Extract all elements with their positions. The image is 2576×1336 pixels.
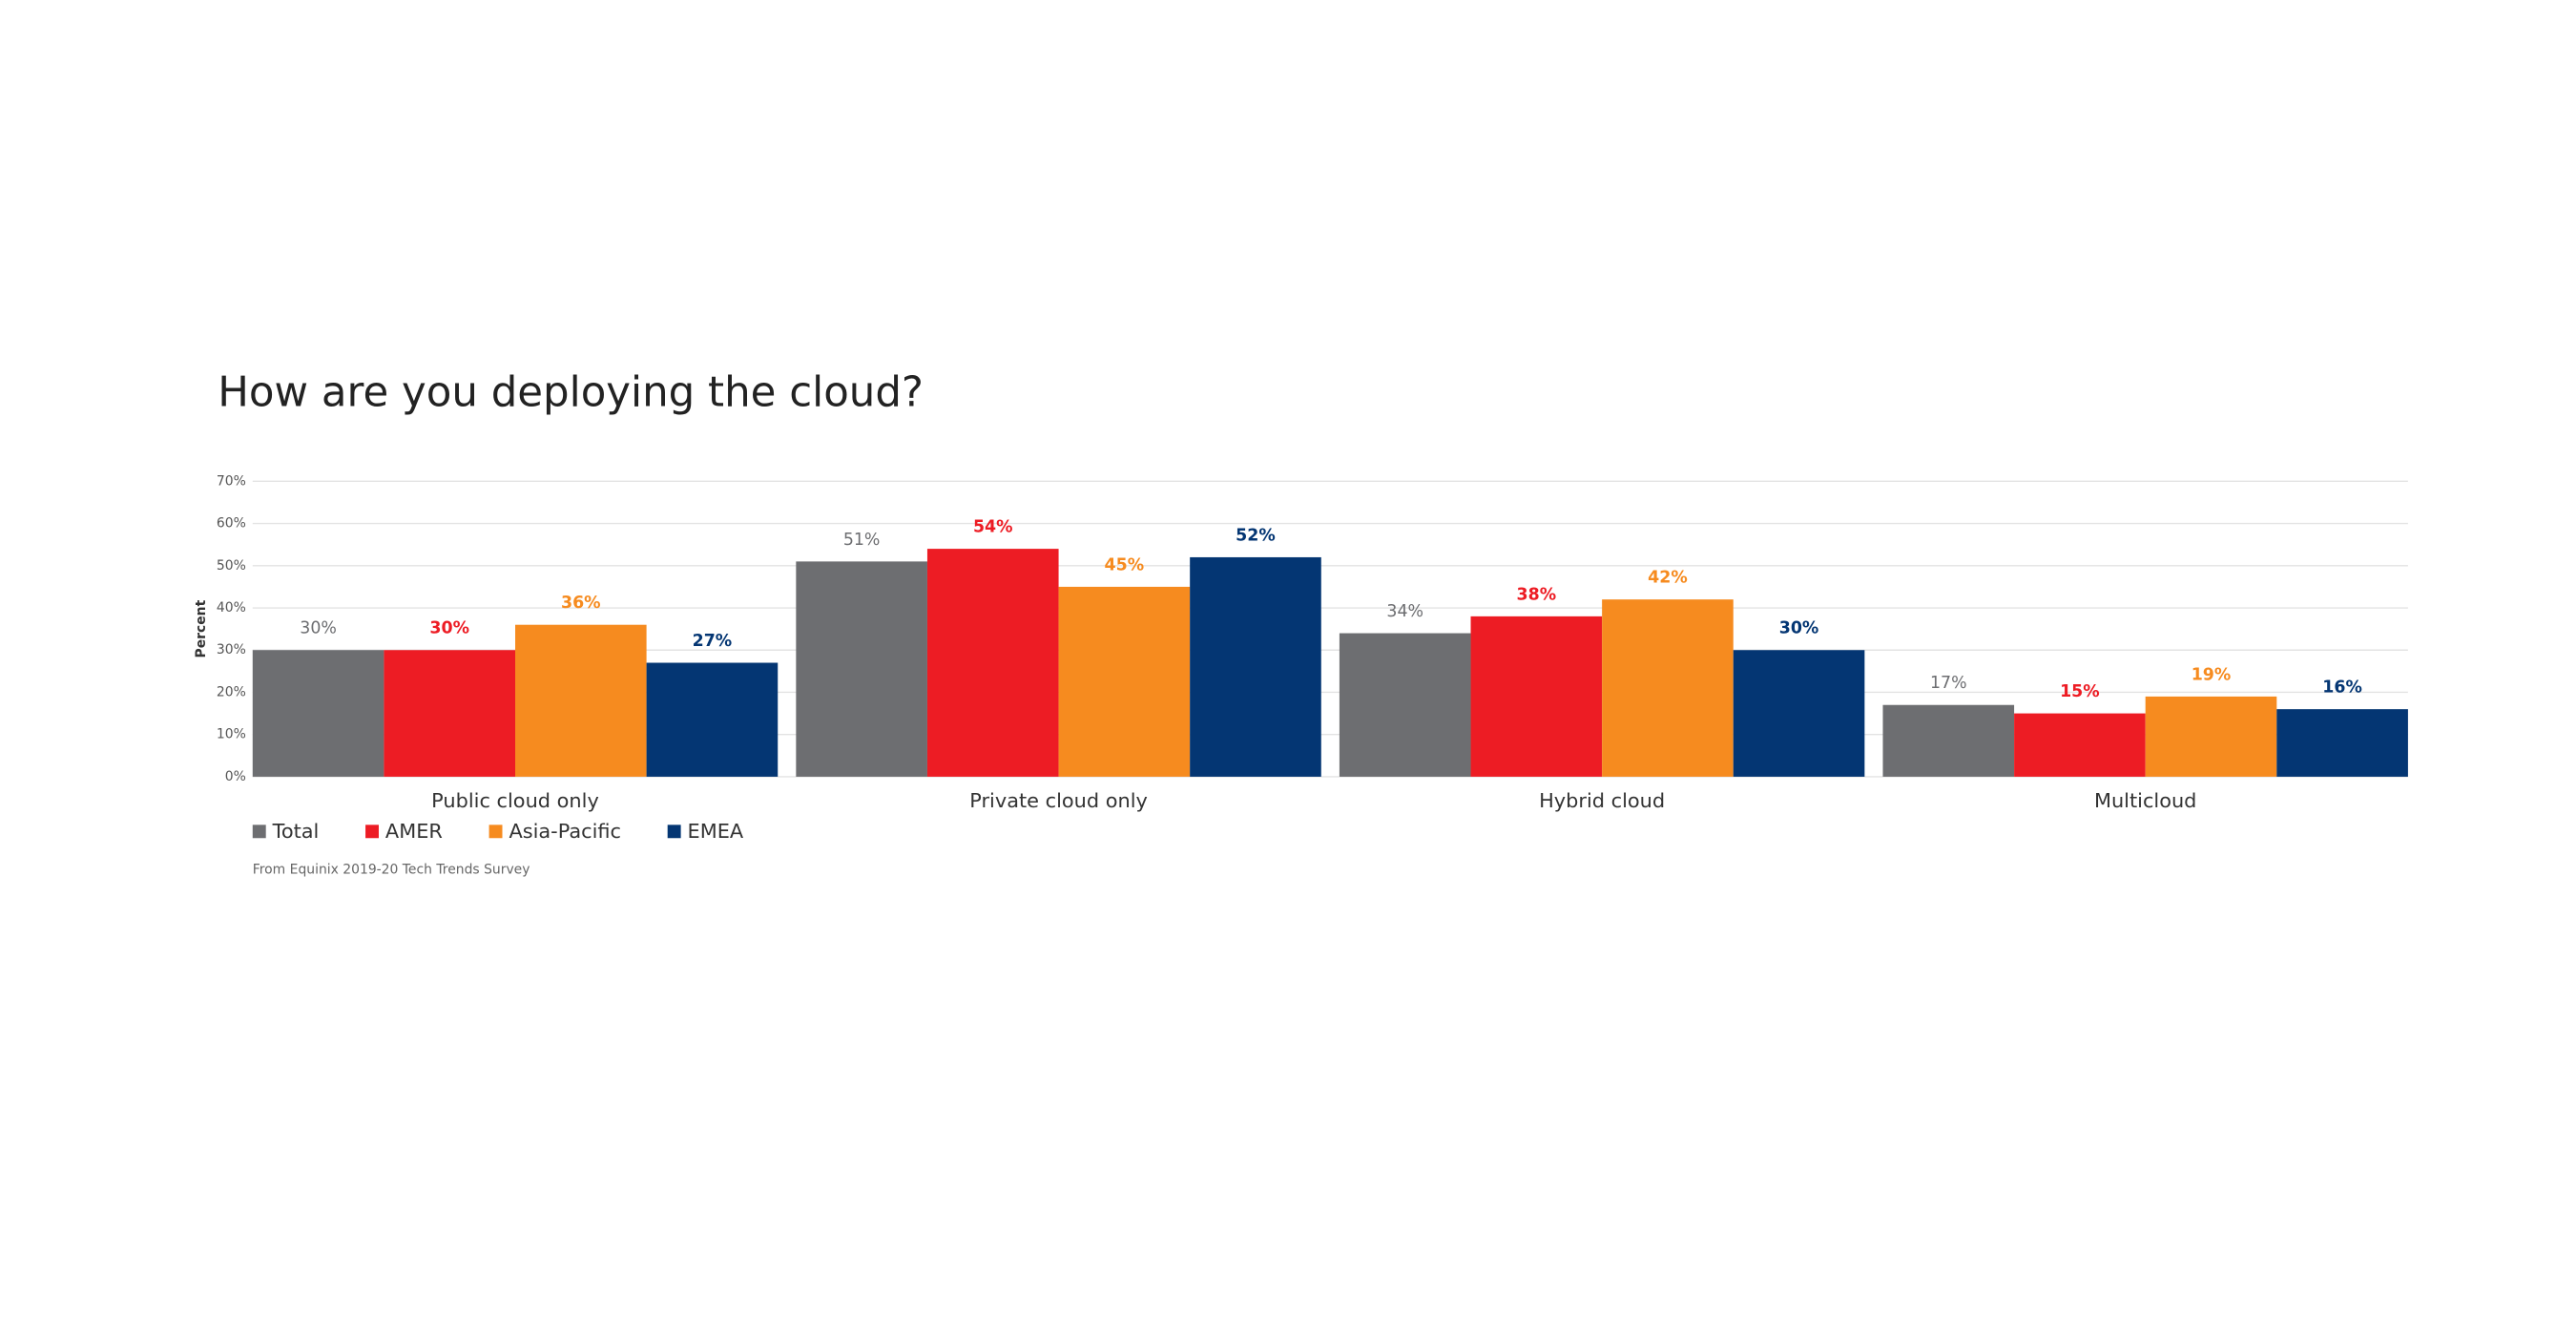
bar xyxy=(1733,650,1865,777)
data-label: 51% xyxy=(843,531,881,550)
bar xyxy=(515,624,647,777)
legend-swatch xyxy=(667,825,681,839)
bar xyxy=(1058,586,1191,777)
bar xyxy=(1190,556,1321,777)
data-label: 30% xyxy=(1779,619,1819,638)
x-tick-label: Public cloud only xyxy=(431,789,599,812)
y-tick-label: 10% xyxy=(217,727,246,742)
footnote: From Equinix 2019-20 Tech Trends Survey xyxy=(253,862,530,877)
data-label: 30% xyxy=(429,619,469,638)
legend-label: AMER xyxy=(385,820,443,843)
legend-swatch xyxy=(365,825,379,839)
legend-label: Total xyxy=(272,820,320,843)
y-tick-label: 60% xyxy=(217,516,246,532)
data-label: 19% xyxy=(2192,665,2232,684)
bar xyxy=(384,650,515,777)
bar xyxy=(1882,704,2015,777)
data-label: 42% xyxy=(1648,569,1688,588)
y-tick-label: 0% xyxy=(225,769,246,784)
bar xyxy=(646,662,779,777)
legend-label: EMEA xyxy=(688,820,744,843)
y-tick-label: 30% xyxy=(217,642,246,658)
data-label: 52% xyxy=(1236,526,1276,545)
y-tick-label: 70% xyxy=(217,473,246,489)
bar xyxy=(1339,633,1471,777)
y-tick-label: 40% xyxy=(217,600,246,616)
chart-title: How are you deploying the cloud? xyxy=(218,368,924,416)
data-label: 17% xyxy=(1930,674,1967,693)
x-tick-label: Multicloud xyxy=(2094,789,2196,812)
legend-swatch xyxy=(252,825,266,839)
data-label: 38% xyxy=(1517,585,1557,604)
y-tick-label: 50% xyxy=(217,558,246,574)
x-tick-label: Hybrid cloud xyxy=(1539,789,1665,812)
legend-swatch xyxy=(488,825,503,839)
bar xyxy=(926,549,1059,777)
data-label: 16% xyxy=(2322,678,2362,698)
bar xyxy=(2014,713,2146,777)
x-tick-label: Private cloud only xyxy=(969,789,1148,812)
legend-label: Asia-Pacific xyxy=(509,820,621,843)
y-axis-label: Percent xyxy=(194,599,209,658)
data-label: 34% xyxy=(1386,602,1423,621)
data-label: 30% xyxy=(300,619,337,638)
data-label: 36% xyxy=(561,594,601,613)
bar xyxy=(2145,696,2277,777)
data-label: 54% xyxy=(973,517,1013,536)
y-tick-label: 20% xyxy=(217,684,246,699)
data-label: 15% xyxy=(2060,682,2100,701)
bar xyxy=(252,650,384,777)
data-label: 27% xyxy=(693,632,733,651)
bar xyxy=(796,561,927,777)
bar xyxy=(2276,709,2408,777)
bar xyxy=(1470,616,1603,777)
bar xyxy=(1602,599,1734,777)
data-label: 45% xyxy=(1105,555,1145,574)
